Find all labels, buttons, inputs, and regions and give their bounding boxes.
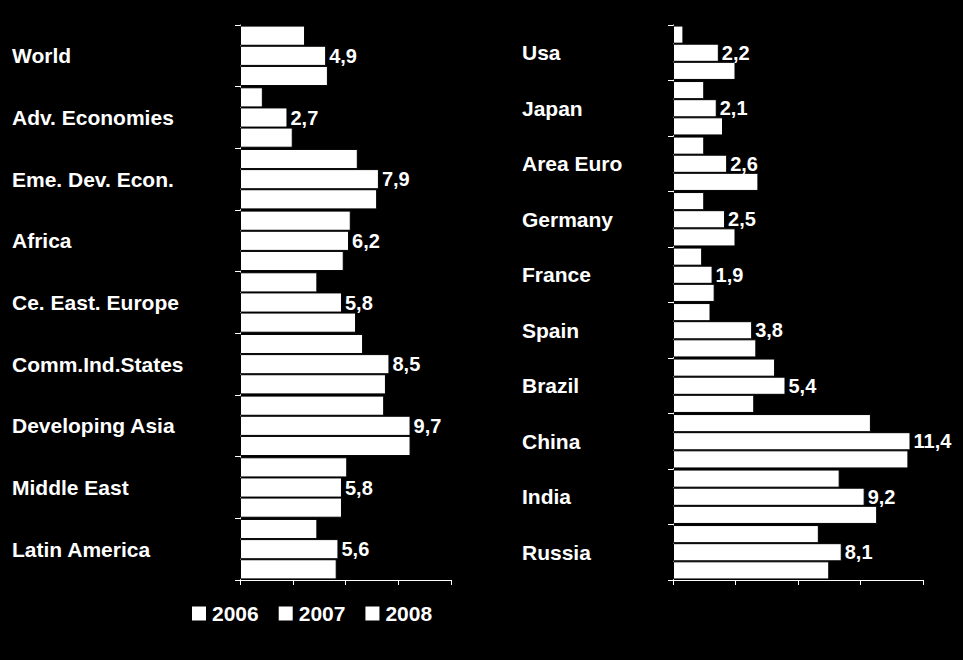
svg-text:1,9: 1,9: [716, 264, 744, 286]
svg-text:2,1: 2,1: [720, 97, 748, 119]
svg-text:2008: 2008: [385, 602, 432, 625]
svg-text:5,4: 5,4: [789, 375, 818, 397]
svg-text:2006: 2006: [212, 602, 259, 625]
svg-text:China: China: [522, 430, 581, 453]
svg-text:Usa: Usa: [522, 41, 561, 64]
svg-text:India: India: [522, 485, 571, 508]
svg-text:World: World: [12, 44, 71, 67]
svg-text:Germany: Germany: [522, 208, 613, 231]
svg-text:Adv. Economies: Adv. Economies: [12, 106, 174, 129]
svg-text:3,8: 3,8: [755, 319, 783, 341]
svg-text:6,2: 6,2: [352, 230, 380, 252]
svg-text:Latin America: Latin America: [12, 538, 150, 561]
svg-text:2,6: 2,6: [730, 153, 758, 175]
svg-text:2,5: 2,5: [728, 208, 756, 230]
svg-text:Russia: Russia: [522, 541, 591, 564]
svg-text:5,8: 5,8: [345, 477, 373, 499]
svg-text:2007: 2007: [299, 602, 346, 625]
svg-text:2,7: 2,7: [290, 107, 318, 129]
svg-text:Japan: Japan: [522, 97, 583, 120]
svg-text:Comm.Ind.States: Comm.Ind.States: [12, 353, 184, 376]
svg-text:5,8: 5,8: [345, 292, 373, 314]
svg-text:Spain: Spain: [522, 319, 579, 342]
svg-text:Area Euro: Area Euro: [522, 152, 622, 175]
svg-text:Africa: Africa: [12, 229, 72, 252]
svg-text:2,2: 2,2: [722, 42, 750, 64]
svg-text:5,6: 5,6: [341, 538, 369, 560]
svg-text:4,9: 4,9: [329, 45, 357, 67]
svg-text:Middle East: Middle East: [12, 476, 129, 499]
svg-text:Ce. East. Europe: Ce. East. Europe: [12, 291, 179, 314]
svg-text:7,9: 7,9: [382, 168, 410, 190]
svg-text:9,2: 9,2: [868, 486, 896, 508]
svg-text:8,1: 8,1: [845, 541, 873, 563]
svg-text:Eme. Dev. Econ.: Eme. Dev. Econ.: [12, 168, 174, 191]
svg-text:Developing Asia: Developing Asia: [12, 414, 175, 437]
svg-text:9,7: 9,7: [414, 415, 442, 437]
svg-text:11,4: 11,4: [914, 430, 953, 452]
svg-text:8,5: 8,5: [392, 353, 420, 375]
svg-text:Brazil: Brazil: [522, 374, 579, 397]
svg-text:France: France: [522, 263, 591, 286]
